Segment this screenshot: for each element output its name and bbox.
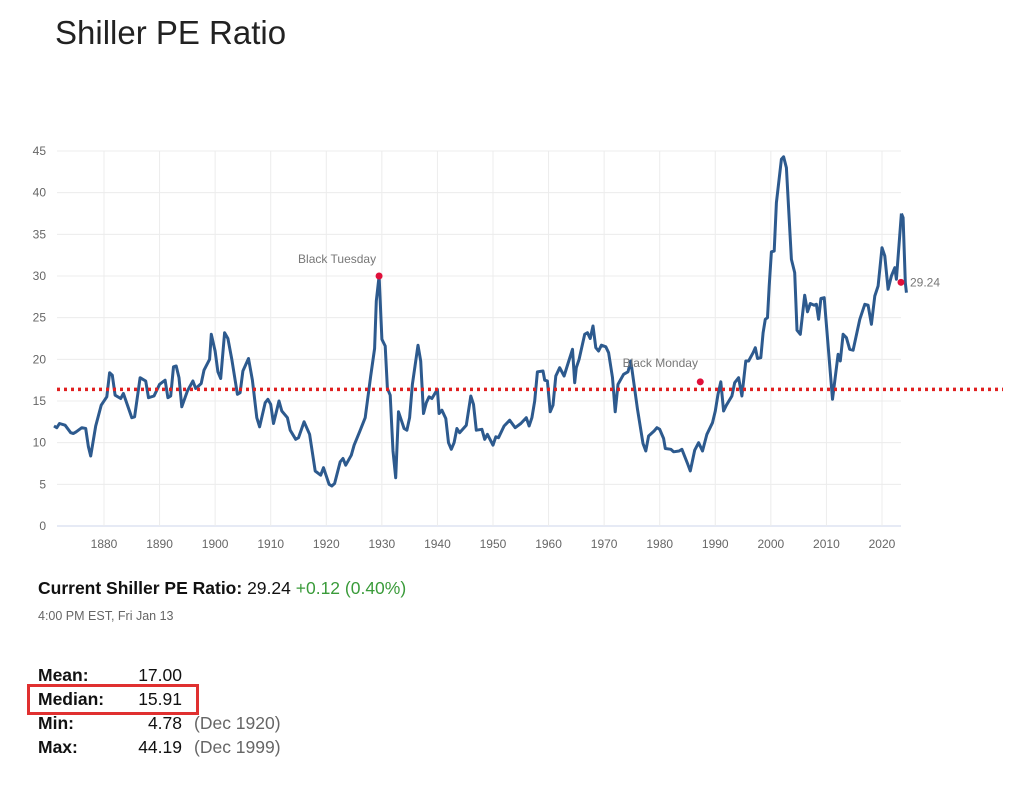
current-point xyxy=(897,278,905,286)
y-tick-label: 40 xyxy=(33,186,47,200)
x-tick-label: 2010 xyxy=(813,537,840,551)
x-tick-label: 1910 xyxy=(257,537,284,551)
stat-value: 4.78 xyxy=(147,712,182,733)
stat-median: Median: 15.91 xyxy=(38,687,281,711)
black-monday-point xyxy=(696,378,704,386)
current-value: 29.24 xyxy=(247,578,291,598)
x-tick-label: 1990 xyxy=(702,537,729,551)
y-tick-label: 45 xyxy=(33,144,47,158)
stat-date: (Dec 1999) xyxy=(194,736,281,757)
y-tick-label: 5 xyxy=(39,477,46,491)
page-title: Shiller PE Ratio xyxy=(55,14,287,51)
current-value-label: 29.24 xyxy=(910,275,940,289)
pe-series-line-end xyxy=(900,212,908,293)
pe-series-line xyxy=(53,155,903,488)
black-monday-label: Black Monday xyxy=(623,356,698,370)
y-tick-label: 15 xyxy=(33,394,47,408)
stat-value: 44.19 xyxy=(138,736,182,757)
current-change: +0.12 (0.40%) xyxy=(295,578,407,598)
x-tick-label: 1920 xyxy=(313,537,340,551)
x-tick-label: 1930 xyxy=(368,537,395,551)
x-tick-label: 1970 xyxy=(591,537,618,551)
stat-label: Median: xyxy=(38,688,105,709)
stat-value: 17.00 xyxy=(138,664,182,685)
stat-label: Max: xyxy=(38,736,78,757)
black-tuesday-label: Black Tuesday xyxy=(298,252,376,266)
current-label: Current Shiller PE Ratio: xyxy=(38,578,243,598)
stat-max: Max: 44.19 (Dec 1999) xyxy=(38,735,281,759)
stat-min: Min: 4.78 (Dec 1920) xyxy=(38,711,281,735)
timestamp: 4:00 PM EST, Fri Jan 13 xyxy=(38,609,174,623)
y-tick-label: 35 xyxy=(33,227,47,241)
y-tick-label: 25 xyxy=(33,311,47,325)
x-tick-label: 1900 xyxy=(202,537,229,551)
stat-value: 15.91 xyxy=(138,688,182,709)
x-tick-label: 2020 xyxy=(869,537,896,551)
y-tick-label: 10 xyxy=(33,436,47,450)
x-tick-label: 1960 xyxy=(535,537,562,551)
median-highlight-box xyxy=(27,684,199,715)
y-tick-label: 20 xyxy=(33,352,47,366)
x-tick-label: 1950 xyxy=(480,537,507,551)
stat-label: Mean: xyxy=(38,664,89,685)
x-tick-label: 1880 xyxy=(91,537,118,551)
black-tuesday-point xyxy=(375,272,383,280)
shiller-pe-chart: 0 5 10 15 20 25 30 35 40 45 1880 1890 1900 1910 1920 19… xyxy=(33,144,1003,551)
y-tick-label: 0 xyxy=(39,519,46,533)
stat-label: Min: xyxy=(38,712,74,733)
y-tick-label: 30 xyxy=(33,269,47,283)
current-value-line: Current Shiller PE Ratio: 29.24 +0.12 (0… xyxy=(38,578,406,599)
stat-mean: Mean: 17.00 xyxy=(38,663,281,687)
x-tick-label: 2000 xyxy=(757,537,784,551)
x-tick-label: 1890 xyxy=(146,537,173,551)
x-tick-label: 1980 xyxy=(646,537,673,551)
stat-date: (Dec 1920) xyxy=(194,712,281,733)
stats-table: Mean: 17.00 Median: 15.91 Min: 4.78 (Dec 192… xyxy=(38,663,281,759)
x-tick-label: 1940 xyxy=(424,537,451,551)
